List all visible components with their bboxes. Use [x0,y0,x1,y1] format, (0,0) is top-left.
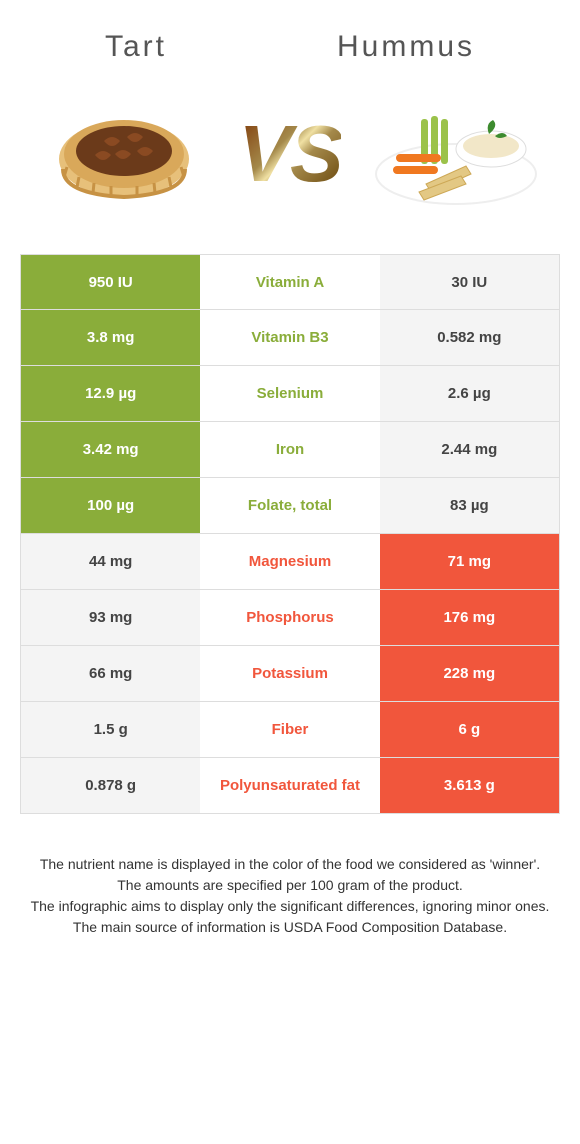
right-value: 2.44 mg [380,422,559,477]
hero: VS [0,74,580,254]
nutrient-name: Phosphorus [200,590,379,645]
table-row: 1.5 gFiber6 g [20,702,560,758]
right-value: 3.613 g [380,758,559,813]
table-row: 93 mgPhosphorus176 mg [20,590,560,646]
footnote-line: The amounts are specified per 100 gram o… [30,875,550,896]
left-value: 0.878 g [21,758,200,813]
table-row: 950 IUVitamin A30 IU [20,254,560,310]
left-value: 66 mg [21,646,200,701]
nutrient-name: Vitamin B3 [200,310,379,365]
left-value: 950 IU [21,255,200,309]
left-value: 93 mg [21,590,200,645]
nutrient-name: Fiber [200,702,379,757]
right-value: 176 mg [380,590,559,645]
tart-illustration [39,94,209,214]
left-value: 44 mg [21,534,200,589]
right-value: 2.6 µg [380,366,559,421]
nutrient-name: Potassium [200,646,379,701]
nutrient-name: Vitamin A [200,255,379,309]
tart-icon [49,99,199,209]
left-food-title: Tart [105,30,167,64]
table-row: 3.8 mgVitamin B30.582 mg [20,310,560,366]
table-row: 3.42 mgIron2.44 mg [20,422,560,478]
right-value: 6 g [380,702,559,757]
table-row: 100 µgFolate, total83 µg [20,478,560,534]
nutrient-name: Folate, total [200,478,379,533]
header: Tart Hummus [0,0,580,74]
right-value: 71 mg [380,534,559,589]
table-row: 12.9 µgSelenium2.6 µg [20,366,560,422]
hummus-icon [371,94,541,214]
table-row: 66 mgPotassium228 mg [20,646,560,702]
table-row: 0.878 gPolyunsaturated fat3.613 g [20,758,560,814]
nutrient-name: Iron [200,422,379,477]
left-value: 3.8 mg [21,310,200,365]
footnote-line: The main source of information is USDA F… [30,917,550,938]
footnotes: The nutrient name is displayed in the co… [30,854,550,938]
nutrient-name: Selenium [200,366,379,421]
nutrient-name: Polyunsaturated fat [200,758,379,813]
left-value: 1.5 g [21,702,200,757]
nutrient-table: 950 IUVitamin A30 IU3.8 mgVitamin B30.58… [20,254,560,814]
vs-label: VS [239,108,342,200]
table-row: 44 mgMagnesium71 mg [20,534,560,590]
right-value: 30 IU [380,255,559,309]
right-value: 0.582 mg [380,310,559,365]
left-value: 3.42 mg [21,422,200,477]
footnote-line: The infographic aims to display only the… [30,896,550,917]
footnote-line: The nutrient name is displayed in the co… [30,854,550,875]
right-value: 228 mg [380,646,559,701]
right-food-title: Hummus [337,30,475,64]
left-value: 12.9 µg [21,366,200,421]
left-value: 100 µg [21,478,200,533]
hummus-illustration [371,94,541,214]
right-value: 83 µg [380,478,559,533]
nutrient-name: Magnesium [200,534,379,589]
